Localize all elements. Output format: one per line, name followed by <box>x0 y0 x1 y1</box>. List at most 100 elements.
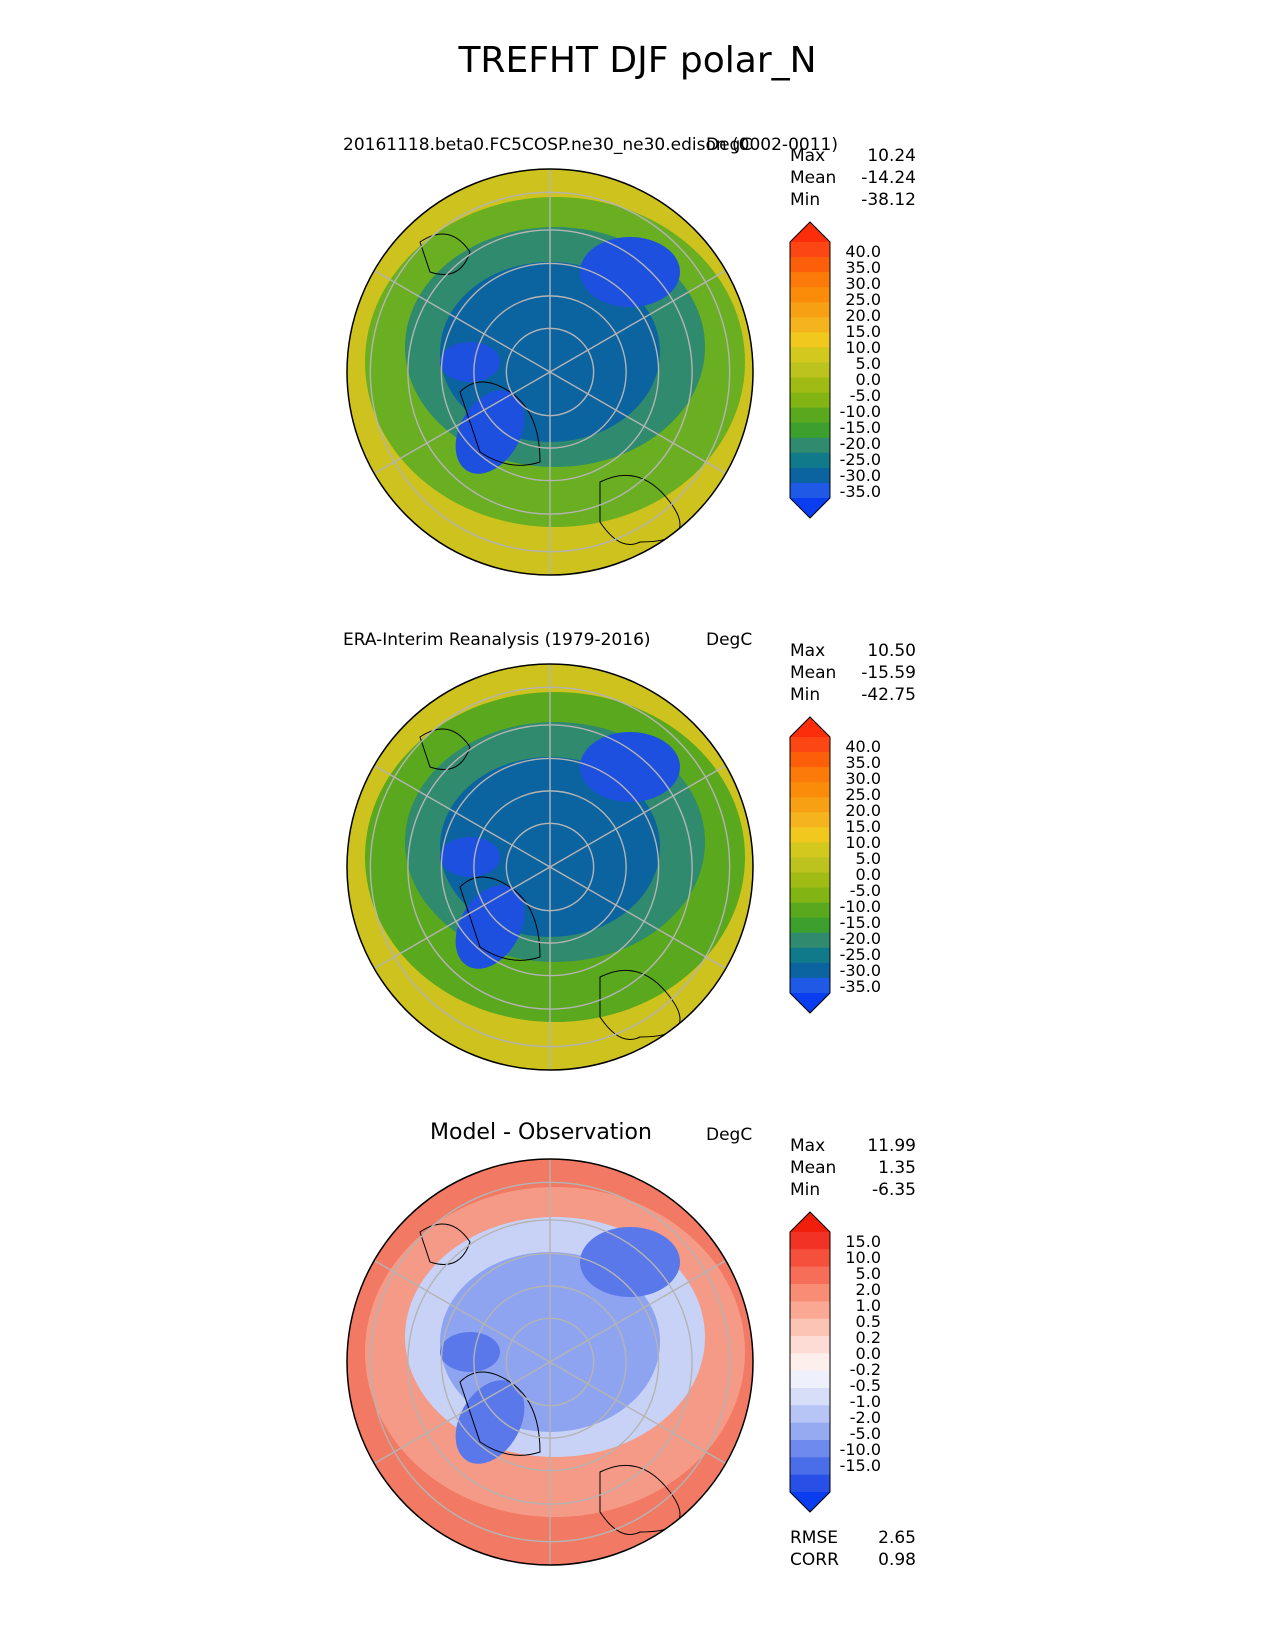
colorbar-tick-label: 40.0 <box>845 242 881 261</box>
colorbar-extend-bottom <box>790 1492 830 1512</box>
colorbar-tick-label: 25.0 <box>845 290 881 309</box>
colorbar-segment <box>790 302 830 318</box>
stat-value: -15.59 <box>861 663 916 683</box>
metric-label: RMSE <box>790 1528 839 1548</box>
panel-test-stats: Max 10.24 Mean -14.24 Min -38.12 <box>790 145 916 211</box>
colorbar-reference <box>789 716 831 1014</box>
colorbar-segment <box>790 1370 830 1389</box>
metric-label: CORR <box>790 1550 839 1570</box>
colorbar-segment <box>790 812 830 828</box>
colorbar-extend-bottom <box>790 498 830 518</box>
colorbar-extend-top <box>790 717 830 737</box>
colorbar-tick-label: 25.0 <box>845 785 881 804</box>
field-cold-archipelago <box>440 837 500 877</box>
colorbar-segment <box>790 1301 830 1320</box>
colorbar-segment <box>790 347 830 363</box>
colorbar-tick-label: -25.0 <box>839 450 881 469</box>
colorbar-segment <box>790 767 830 783</box>
colorbar-outline <box>789 221 831 519</box>
panel-test-units: DegC <box>706 135 753 155</box>
colorbar-extend-bottom <box>790 993 830 1013</box>
colorbar-difference <box>789 1211 831 1513</box>
panel-test-title: 20161118.beta0.FC5COSP.ne30_ne30.edison … <box>343 135 838 155</box>
colorbar-difference-labels: 15.0 10.0 5.0 2.0 1.0 0.5 0.2 0.0 -0.2 -0.5 -1.0 -2… <box>836 1234 881 1474</box>
colorbar-segment <box>790 887 830 904</box>
stat-value: -42.75 <box>861 685 916 705</box>
colorbar-segment <box>790 752 830 768</box>
colorbar-tick-label: -2.0 <box>849 1408 881 1427</box>
colorbar-segment <box>790 482 830 499</box>
colorbar-segment <box>790 437 830 454</box>
map-boundary <box>346 1158 754 1566</box>
colorbar-tick-label: 10.0 <box>845 1248 881 1267</box>
panel-difference-stats: Max 11.99 Mean 1.35 Min -6.35 <box>790 1135 916 1201</box>
graticule <box>369 664 731 1070</box>
colorbar-tick-label: 30.0 <box>845 274 881 293</box>
colorbar-tick-label: 15.0 <box>845 1232 881 1251</box>
stat-value: -38.12 <box>861 190 916 210</box>
colorbar-segment <box>790 1388 830 1406</box>
stat-value: 11.99 <box>867 1136 916 1156</box>
stat-value: 10.50 <box>867 641 916 661</box>
colorbar-segment <box>790 1336 830 1354</box>
colorbar-segment <box>790 827 830 843</box>
panel-difference-metrics: RMSE 2.65 CORR 0.98 <box>790 1527 916 1571</box>
field-cold-archipelago <box>440 342 500 382</box>
colorbar-reference-labels: 40.0 35.0 30.0 25.0 20.0 15.0 10.0 5.0 0.0 -5.0 -1… <box>836 739 881 995</box>
colorbar-tick-label: -10.0 <box>839 402 881 421</box>
field-cold-archipelago <box>440 1332 500 1372</box>
panel-difference-title: Model - Observation <box>430 1120 652 1145</box>
colorbar-segment <box>790 407 830 424</box>
stat-value: 1.35 <box>878 1158 916 1178</box>
field-cold-greenland <box>455 390 525 474</box>
colorbar-tick-label: 0.0 <box>855 865 881 884</box>
colorbar-segment <box>790 317 830 333</box>
colorbar-tick-label: 0.2 <box>855 1328 881 1347</box>
panel-reference-units: DegC <box>706 630 753 650</box>
colorbar-segment <box>790 272 830 288</box>
stat-label: Min <box>790 190 821 210</box>
colorbar-tick-label: -5.0 <box>849 386 881 405</box>
colorbar-tick-label: -0.2 <box>849 1360 881 1379</box>
colorbar-tick-label: 20.0 <box>845 306 881 325</box>
polar-map-difference <box>346 1158 754 1566</box>
stat-label: Min <box>790 1180 821 1200</box>
colorbar-tick-label: -35.0 <box>839 482 881 501</box>
colorbar-segment <box>790 1284 830 1302</box>
stat-label: Max <box>790 641 826 661</box>
colorbar-tick-label: -0.5 <box>849 1376 881 1395</box>
colorbar-tick-label: 30.0 <box>845 769 881 788</box>
colorbar-tick-label: -30.0 <box>839 961 881 980</box>
stat-label: Mean <box>790 168 837 188</box>
colorbar-tick-label: 5.0 <box>855 1264 881 1283</box>
colorbar-segment <box>790 362 830 379</box>
colorbar-segment <box>790 1440 830 1458</box>
colorbar-tick-label: 2.0 <box>855 1280 881 1299</box>
colorbar-extend-top <box>790 1212 830 1232</box>
colorbar-segment <box>790 872 830 889</box>
colorbar-tick-label: 10.0 <box>845 833 881 852</box>
colorbar-outline <box>789 716 831 1014</box>
colorbar-segment <box>790 842 830 858</box>
metric-value: 2.65 <box>878 1528 916 1548</box>
stat-value: -14.24 <box>861 168 916 188</box>
stat-label: Mean <box>790 663 837 683</box>
colorbar-tick-label: 0.0 <box>855 370 881 389</box>
colorbar-segment <box>790 902 830 919</box>
colorbar-segment <box>790 1353 830 1372</box>
colorbar-tick-label: -10.0 <box>839 1440 881 1459</box>
colorbar-segment <box>790 857 830 874</box>
stat-label: Max <box>790 1136 826 1156</box>
colorbar-segment <box>790 1474 830 1493</box>
colorbar-tick-label: 15.0 <box>845 322 881 341</box>
colorbar-tick-label: 35.0 <box>845 753 881 772</box>
map-boundary <box>346 168 754 576</box>
graticule <box>369 1159 731 1565</box>
colorbar-segment <box>790 932 830 949</box>
colorbar-segment <box>790 332 830 348</box>
stat-label: Mean <box>790 1158 837 1178</box>
map-boundary <box>346 663 754 1071</box>
colorbar-segment <box>790 962 830 979</box>
colorbar-segment <box>790 1422 830 1441</box>
colorbar-segment <box>790 392 830 409</box>
